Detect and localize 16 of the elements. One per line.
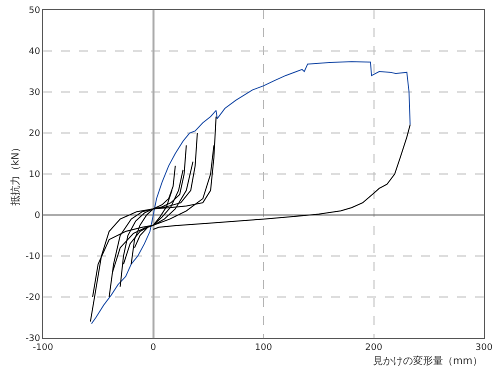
x-tick-label: 100: [254, 342, 272, 353]
y-tick-label: 30: [28, 88, 40, 98]
y-axis-title: 抵抗力（kN）: [9, 142, 22, 207]
y-tick-label: -10: [25, 252, 40, 262]
x-tick-label: 200: [365, 342, 383, 353]
y-tick-label: 50: [28, 6, 40, 16]
y-tick-label: 20: [28, 129, 40, 140]
x-tick-label: -100: [32, 342, 54, 353]
y-tick-label: -30: [25, 334, 40, 344]
x-tick-label: 0: [150, 342, 156, 353]
y-tick-label: 10: [28, 170, 40, 180]
y-tick-label: 0: [34, 211, 40, 222]
x-tick-label: 300: [475, 342, 493, 353]
x-axis-title: 見かけの変形量（mm）: [373, 355, 482, 367]
y-tick-label: 40: [28, 47, 40, 58]
y-tick-label: -20: [25, 293, 40, 304]
